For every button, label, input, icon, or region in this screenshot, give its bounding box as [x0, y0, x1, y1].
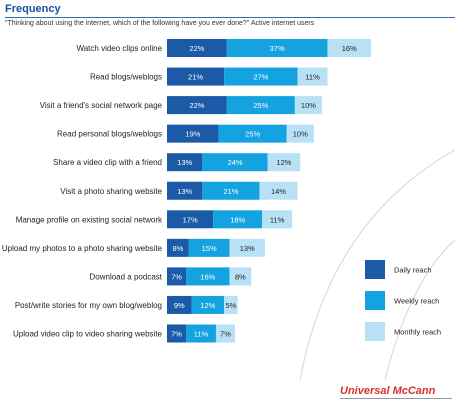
legend-label: Weekly reach	[394, 297, 439, 306]
bar-segment	[294, 96, 323, 115]
data-label: 37%	[270, 44, 285, 53]
bar-segment	[186, 324, 216, 343]
data-label: 16%	[200, 272, 215, 281]
data-label: 12%	[276, 158, 291, 167]
data-label: 18%	[230, 215, 245, 224]
bar-segment	[191, 295, 225, 314]
data-label: 11%	[305, 73, 320, 82]
category-label: Upload my photos to a photo sharing webs…	[2, 244, 163, 253]
legend-swatch	[365, 260, 385, 279]
bar-segment	[167, 153, 203, 172]
data-label: 15%	[202, 244, 217, 253]
data-label: 24%	[227, 158, 242, 167]
data-label: 5%	[225, 301, 236, 310]
data-label: 10%	[293, 130, 308, 139]
category-label: Post/write stories for my own blog/weblo…	[15, 301, 162, 310]
bar-segment	[167, 39, 227, 57]
data-label: 13%	[240, 244, 255, 253]
data-label: 10%	[301, 101, 316, 110]
bar-segment	[167, 67, 225, 86]
category-label: Visit a photo sharing website	[60, 187, 162, 196]
brand-rule	[340, 398, 452, 399]
data-label: 11%	[194, 330, 209, 339]
decorative-arcs	[299, 149, 456, 381]
bar-segment	[186, 267, 230, 286]
bar-segment	[202, 181, 260, 200]
legend-label: Daily reach	[394, 266, 432, 275]
title-rule	[5, 17, 455, 18]
legend-label: Monthly reach	[394, 328, 441, 337]
data-label: 22%	[189, 101, 204, 110]
data-label: 12%	[200, 301, 215, 310]
bars-group: Watch video clips online 22% 37% 16% Read bl…	[2, 39, 371, 343]
chart-title: Frequency	[5, 3, 61, 15]
bar-segment	[267, 153, 301, 172]
data-label: 8%	[235, 272, 246, 281]
bar-segment	[167, 124, 219, 143]
bar-segment	[327, 39, 371, 57]
data-label: 7%	[220, 330, 231, 339]
bar-segment	[224, 67, 298, 86]
bar-segment	[167, 324, 187, 343]
bar-segment	[167, 210, 214, 229]
data-label: 25%	[245, 130, 260, 139]
legend-swatch	[365, 291, 385, 310]
category-label: Upload video clip to video sharing websi…	[13, 330, 163, 339]
data-label: 16%	[342, 44, 357, 53]
category-label: Download a podcast	[90, 272, 163, 281]
bar-segment	[167, 181, 203, 200]
legend: Daily reach Weekly reach Monthly reach	[365, 260, 441, 341]
category-label: Manage profile on existing social networ…	[16, 215, 163, 224]
data-label: 22%	[189, 44, 204, 53]
data-label: 9%	[174, 301, 185, 310]
bar-segment	[259, 181, 298, 200]
bar-segment	[224, 295, 238, 314]
category-label: Watch video clips online	[76, 44, 162, 53]
category-label: Read personal blogs/weblogs	[57, 130, 162, 139]
category-label: Share a video clip with a friend	[53, 158, 162, 167]
bar-segment	[215, 324, 235, 343]
bar-segment	[297, 67, 328, 86]
bar-segment	[202, 153, 268, 172]
bar-segment	[167, 238, 189, 257]
data-label: 7%	[171, 330, 182, 339]
category-label: Visit a friend's social network page	[40, 101, 163, 110]
data-label: 25%	[253, 101, 268, 110]
data-label: 14%	[271, 187, 286, 196]
data-label: 27%	[253, 73, 268, 82]
data-label: 8%	[172, 244, 183, 253]
data-label: 21%	[188, 73, 203, 82]
bar-segment	[213, 210, 263, 229]
bar-segment	[167, 267, 187, 286]
bar-segment	[229, 238, 265, 257]
bar-segment	[262, 210, 293, 229]
data-label: 17%	[183, 215, 198, 224]
brand-logo: Universal McCann	[340, 385, 436, 397]
bar-segment	[226, 96, 295, 115]
legend-swatch	[365, 322, 385, 341]
data-label: 11%	[270, 215, 285, 224]
chart-subtitle: "Thinking about using the internet, whic…	[5, 20, 315, 27]
bar-segment	[218, 124, 287, 143]
data-label: 7%	[171, 272, 182, 281]
bar-segment	[286, 124, 314, 143]
bar-segment	[229, 267, 252, 286]
bar-segment	[167, 96, 227, 115]
bar-segment	[188, 238, 230, 257]
data-label: 19%	[185, 130, 200, 139]
category-label: Read blogs/weblogs	[90, 73, 162, 82]
bar-segment	[167, 295, 192, 314]
bar-segment	[226, 39, 328, 57]
data-label: 21%	[223, 187, 238, 196]
data-label: 13%	[177, 158, 192, 167]
data-label: 13%	[177, 187, 192, 196]
